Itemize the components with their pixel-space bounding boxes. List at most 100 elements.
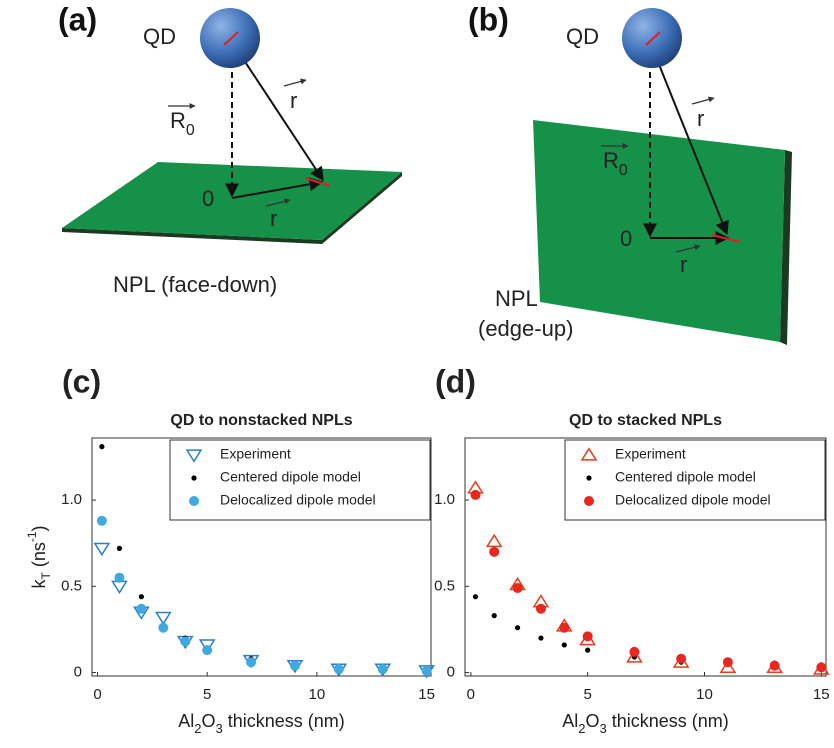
r0-label: R0 (603, 148, 628, 179)
point (96, 515, 107, 526)
point (421, 665, 432, 676)
r-arrow (231, 41, 324, 182)
point (489, 546, 500, 557)
point (676, 653, 687, 664)
chart: (c) QD to nonstacked NPLs 0 5 10 15 0 0.5 1.0 Al2… (25, 363, 435, 736)
point (198, 639, 216, 653)
r-plane-arrow (231, 177, 324, 199)
r0-label: R0 (170, 108, 195, 139)
qd-label: QD (566, 24, 599, 49)
point (470, 489, 481, 500)
x-axis-label-part: Al (178, 711, 194, 731)
point (816, 662, 827, 673)
x-tick-label: 5 (583, 686, 591, 703)
y-axis-label-part: k (29, 579, 49, 589)
r-label: r (290, 88, 297, 113)
r-plane-label: r (680, 252, 687, 277)
legend-label: Experiment (615, 446, 686, 462)
y-tick-label: 0.5 (434, 577, 455, 594)
point (246, 657, 257, 668)
r0-main: R (603, 148, 619, 173)
point (114, 572, 125, 583)
quantum-dot (200, 8, 260, 68)
point (629, 646, 640, 657)
chart-title: QD to nonstacked NPLs (170, 412, 352, 429)
point (333, 664, 344, 675)
y-axis-label-part: (ns (29, 542, 49, 572)
point (491, 613, 497, 619)
y-axis-label: kT (ns-1) (25, 525, 53, 588)
point (180, 636, 191, 647)
point (514, 625, 521, 631)
point (116, 545, 123, 551)
legend-label: Delocalized dipole model (615, 492, 771, 508)
point (99, 444, 105, 450)
legend-label: Centered dipole model (220, 469, 361, 485)
legend: Experiment Centered dipole model Delocaliz… (169, 439, 431, 521)
qd-label: QD (143, 24, 176, 49)
x-axis-label-part: 2 (194, 721, 201, 736)
r-label: r (697, 106, 704, 131)
legend-marker (580, 447, 598, 461)
y-tick-label: 1.0 (434, 491, 455, 508)
r0-sub: 0 (619, 162, 628, 179)
x-tick-label: 15 (418, 686, 435, 703)
dipole (711, 234, 741, 243)
point (538, 635, 544, 641)
legend-label: Experiment (220, 446, 291, 462)
panel-label: (a) (58, 1, 97, 37)
legend-marker (586, 475, 592, 481)
y-axis-label-part: -1 (25, 531, 39, 542)
point (485, 533, 503, 548)
x-tick-label: 0 (467, 686, 475, 703)
x-axis-label-part: O (585, 711, 599, 731)
origin-label: 0 (202, 186, 214, 211)
point (626, 649, 643, 663)
chart: (d) QD to stacked NPLs 0 5 10 15 0 0.5 1.0 Al2O3 … (434, 363, 830, 736)
r0-sub: 0 (186, 122, 195, 139)
x-axis-label-part: 2 (578, 721, 585, 736)
legend-box (564, 439, 826, 521)
y-axis-label-part: ) (29, 525, 49, 531)
legend-label: Centered dipole model (615, 469, 756, 485)
dipole (223, 31, 239, 46)
plot-area (91, 437, 432, 677)
chart-title: QD to stacked NPLs (569, 412, 722, 429)
y-tick-label: 1.0 (61, 491, 82, 508)
caption: (edge-up) (478, 316, 573, 341)
x-tick-label: 10 (309, 686, 326, 703)
quantum-dot (622, 8, 682, 68)
point (585, 647, 591, 653)
y-tick-label: 0 (447, 664, 455, 681)
y-tick-label: 0.5 (61, 577, 82, 594)
x-tick-label: 5 (203, 686, 211, 703)
dipole (304, 177, 331, 187)
x-axis-label: Al2O3 thickness (nm) (178, 711, 345, 736)
x-axis-label: Al2O3 thickness (nm) (562, 711, 729, 736)
x-axis-label-part: thickness (nm) (223, 711, 345, 731)
plate-edge (780, 150, 792, 345)
x-tick-label: 0 (93, 686, 101, 703)
origin-label: 0 (620, 226, 632, 251)
point (289, 660, 300, 671)
diagram-b: (b) QD r R0 0 r NPL (edge-up) (468, 1, 792, 345)
plate (533, 120, 785, 342)
vector-sign (283, 78, 307, 87)
y-tick-label: 0 (74, 664, 82, 681)
x-axis-label-part: 3 (600, 721, 607, 736)
legend: Experiment Centered dipole model Delocaliz… (564, 439, 826, 521)
point (136, 603, 147, 614)
x-axis-label-part: thickness (nm) (607, 711, 729, 731)
point (202, 645, 213, 656)
legend-marker (189, 496, 199, 506)
panel-label: (c) (62, 363, 101, 399)
diagram-a: (a) QD r R0 0 r NPL (face-down) (58, 1, 402, 297)
legend-marker (185, 449, 203, 463)
panel-label: (d) (435, 363, 476, 399)
panel-label: (b) (468, 1, 509, 37)
legend-marker (584, 496, 594, 506)
plot-area (464, 437, 827, 677)
x-axis-label-part: Al (562, 711, 578, 731)
x-axis-label-part: O (201, 711, 215, 731)
